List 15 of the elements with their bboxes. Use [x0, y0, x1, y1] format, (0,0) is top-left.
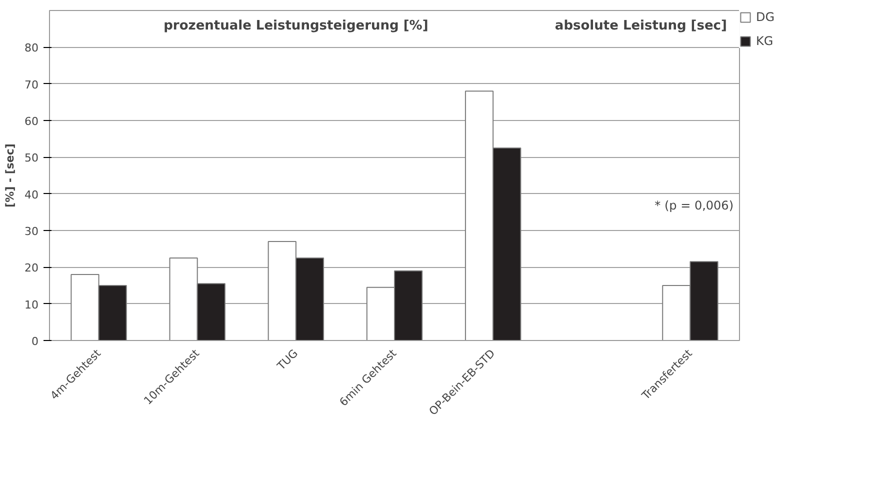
legend-label: KG [756, 34, 774, 48]
y-tick-label: 70 [24, 78, 39, 92]
y-tick-label: 50 [24, 152, 39, 165]
y-tick-label: 60 [24, 115, 39, 128]
annotation: absolute Leistung [sec] [554, 18, 727, 34]
y-tick-label: 0 [32, 335, 38, 348]
legend-label: DG [756, 10, 776, 24]
y-tick-label: 30 [24, 225, 39, 238]
y-tick-label: 40 [24, 188, 39, 202]
annotation: prozentuale Leistungsteigerung [%] [164, 18, 428, 34]
annotation: * (p = 0,006) [654, 198, 734, 212]
y-axis-title: [%] - [sec] [4, 144, 17, 208]
y-tick-label: 80 [24, 42, 39, 55]
y-tick-label: 10 [24, 298, 39, 312]
y-tick-label: 20 [24, 262, 39, 275]
